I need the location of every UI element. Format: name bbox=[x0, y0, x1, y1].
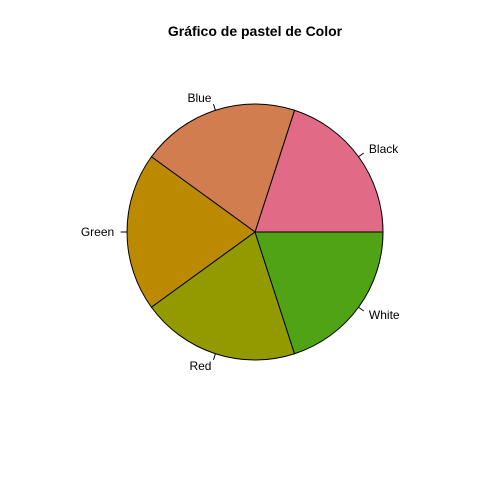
pie-label-green: Green bbox=[81, 225, 114, 239]
pie-slice-red bbox=[150, 231, 296, 361]
pie-label-white: White bbox=[369, 308, 400, 322]
pie-slice-blue bbox=[150, 103, 296, 233]
leader-line-red bbox=[212, 353, 216, 360]
pie-slices bbox=[126, 103, 384, 361]
pie-slice-white bbox=[254, 231, 384, 355]
pie-label-red: Red bbox=[189, 359, 211, 373]
chart-title: Gráfico de pastel de Color bbox=[168, 23, 343, 39]
leader-line-blue bbox=[212, 104, 216, 111]
pie-leader-lines bbox=[120, 104, 365, 360]
pie-slice-black bbox=[254, 109, 384, 233]
leader-line-black bbox=[358, 152, 365, 158]
pie-label-blue: Blue bbox=[187, 91, 211, 105]
leader-line-white bbox=[358, 306, 365, 312]
pie-label-black: Black bbox=[369, 142, 399, 156]
pie-labels: Black Blue Green Red White bbox=[81, 91, 400, 373]
